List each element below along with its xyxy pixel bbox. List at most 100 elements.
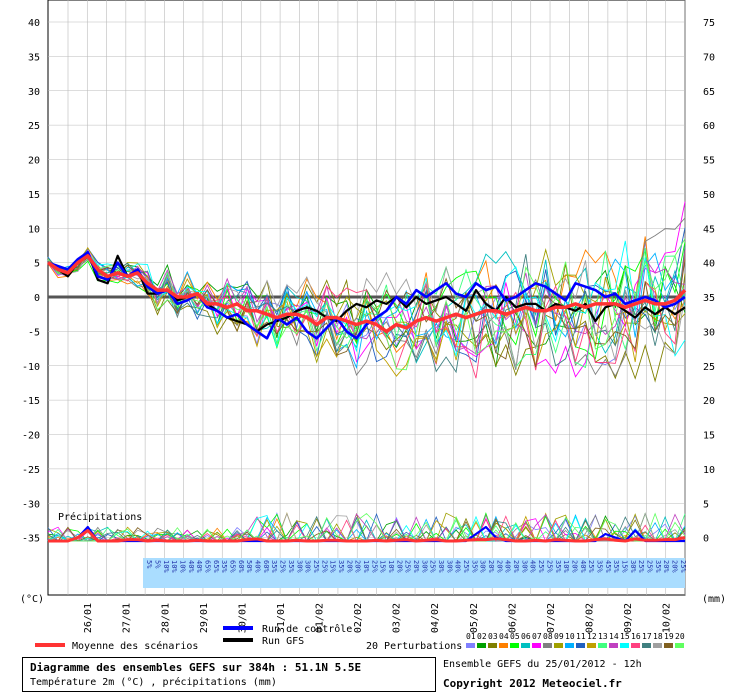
y-left-tick: -25	[22, 465, 40, 476]
x-tick-label: 02/02	[353, 603, 364, 633]
legend-pert-id: 13	[598, 632, 608, 641]
legend-pert-id: 05	[510, 632, 520, 641]
legend-pert-swatch	[554, 643, 563, 648]
prob-value: 20%	[412, 560, 420, 573]
legend-pert-id: 01	[466, 632, 476, 641]
prob-value: 15%	[329, 560, 337, 573]
legend-pert-swatch	[521, 643, 530, 648]
x-tick-label: 09/02	[623, 603, 634, 633]
legend-pert-id: 12	[587, 632, 597, 641]
legend-pert-id: 11	[576, 632, 586, 641]
prob-value: 10%	[170, 560, 178, 573]
y-left-tick: 25	[28, 121, 40, 132]
legend-pert-swatch	[532, 643, 541, 648]
legend-pert-swatch	[653, 643, 662, 648]
y-left-tick: 5	[34, 259, 40, 270]
x-tick-label: 03/02	[392, 603, 403, 633]
y-left-tick: 40	[28, 18, 40, 29]
prob-value: 30%	[437, 560, 445, 573]
prob-value: 20%	[495, 560, 503, 573]
legend-pert-id: 18	[653, 632, 663, 641]
y-right-tick: 55	[703, 156, 715, 167]
prob-value: 35%	[654, 560, 662, 573]
prob-value: 25%	[320, 560, 328, 573]
legend-pert-swatch	[477, 643, 486, 648]
y-right-tick: 20	[703, 396, 715, 407]
prob-value: 40%	[454, 560, 462, 573]
legend-gfs: Run GFS	[262, 636, 304, 647]
legend-pert-id: 14	[609, 632, 619, 641]
prob-value: 30%	[479, 560, 487, 573]
prob-value: 25%	[429, 560, 437, 573]
legend-pert-swatch	[631, 643, 640, 648]
prob-value: 60%	[262, 560, 270, 573]
legend-pert-id: 17	[642, 632, 652, 641]
prob-value: 40%	[254, 560, 262, 573]
prob-value: 25%	[679, 560, 687, 573]
legend-pert-id: 08	[543, 632, 553, 641]
legend-pert-id: 10	[565, 632, 575, 641]
prob-value: 25%	[404, 560, 412, 573]
legend-pert-id: 02	[477, 632, 487, 641]
x-tick-label: 26/01	[83, 603, 94, 633]
prob-value: 30%	[445, 560, 453, 573]
prob-value: 20%	[670, 560, 678, 573]
prob-value: 30%	[520, 560, 528, 573]
prob-value: 65%	[229, 560, 237, 573]
mean-line	[47, 254, 687, 334]
legend-pert-id: 03	[488, 632, 498, 641]
prob-value: 45%	[604, 560, 612, 573]
prob-value: 10%	[362, 560, 370, 573]
precip-label: Précipitations	[58, 511, 142, 523]
prob-value: 35%	[595, 560, 603, 573]
y-left-tick: -30	[22, 499, 40, 510]
copyright: Copyright 2012 Meteociel.fr	[443, 677, 622, 690]
prob-value: 20%	[354, 560, 362, 573]
prob-value: 30%	[420, 560, 428, 573]
prob-value: 35%	[337, 560, 345, 573]
prob-value: 40%	[187, 560, 195, 573]
legend-perturbations: 20 Perturbations	[366, 641, 462, 652]
y-right-tick: 5	[703, 499, 709, 510]
prob-value: 25%	[370, 560, 378, 573]
prob-value: 40%	[579, 560, 587, 573]
prob-value: 10%	[562, 560, 570, 573]
prob-value: 20%	[662, 560, 670, 573]
prob-value: 25%	[537, 560, 545, 573]
prob-value: 60%	[237, 560, 245, 573]
prob-value: 30%	[629, 560, 637, 573]
x-tick-label: 08/02	[584, 603, 595, 633]
prob-value: 30%	[295, 560, 303, 573]
x-tick-label: 06/02	[507, 603, 518, 633]
legend-pert-id: 06	[521, 632, 531, 641]
y-left-unit: (°C)	[20, 594, 44, 605]
prob-value: 20%	[395, 560, 403, 573]
legend-pert-swatch	[466, 643, 475, 648]
probability-band: 5% 5% 10% 10% 10% 40% 40% 65% 65% 35% 65% 60% 50% 40%…	[143, 558, 687, 588]
legend-pert-id: 16	[631, 632, 641, 641]
legend-pert-swatch	[543, 643, 552, 648]
prob-value: 65%	[212, 560, 220, 573]
y-left-tick: 10	[28, 224, 40, 235]
legend-pert-swatch	[609, 643, 618, 648]
y-right-tick: 60	[703, 121, 715, 132]
prob-value: 50%	[245, 560, 253, 573]
legend-pert-id: 15	[620, 632, 630, 641]
y-right-unit: (mm)	[702, 594, 726, 605]
legend-pert-swatch	[488, 643, 497, 648]
x-tick-label: 05/02	[469, 603, 480, 633]
chart-title: Diagramme des ensembles GEFS sur 384h : …	[30, 661, 362, 674]
y-left-tick: -20	[22, 431, 40, 442]
legend-pert-swatch	[510, 643, 519, 648]
prob-value: 35%	[270, 560, 278, 573]
legend-pert-swatch	[675, 643, 684, 648]
prob-value: 40%	[529, 560, 537, 573]
prob-value: 25%	[637, 560, 645, 573]
legend-pert-swatch	[620, 643, 629, 648]
legend-pert-swatch	[587, 643, 596, 648]
legend-pert-id: 04	[499, 632, 509, 641]
mean-precip	[48, 529, 686, 543]
y-left-tick: 20	[28, 156, 40, 167]
y-right-tick: 50	[703, 190, 715, 201]
prob-value: 10%	[387, 560, 395, 573]
